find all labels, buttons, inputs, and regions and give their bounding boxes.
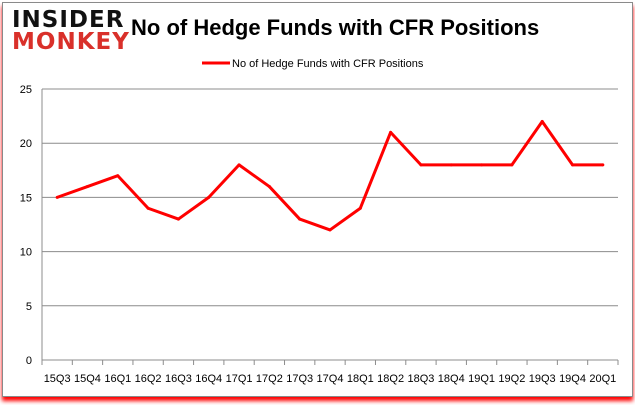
- data-point: [85, 185, 89, 189]
- data-point: [146, 206, 150, 210]
- x-tick-label: 17Q3: [286, 373, 313, 385]
- x-tick-label: 20Q1: [589, 373, 616, 385]
- data-point: [328, 228, 332, 232]
- x-tick-label: 19Q1: [468, 373, 495, 385]
- y-tick-label: 20: [20, 138, 32, 150]
- chart-frame: INSIDER MONKEY No of Hedge Funds with CFR…: [2, 2, 633, 397]
- x-tick-label: 15Q3: [44, 373, 71, 385]
- data-point: [480, 163, 484, 167]
- x-tick-label: 16Q1: [104, 373, 131, 385]
- data-point: [419, 163, 423, 167]
- x-tick-label: 17Q2: [256, 373, 283, 385]
- x-tick-label: 18Q1: [347, 373, 374, 385]
- data-point: [298, 217, 302, 221]
- y-tick-label: 10: [20, 247, 32, 259]
- data-point: [449, 163, 453, 167]
- x-tick-label: 16Q4: [195, 373, 222, 385]
- data-point: [358, 206, 362, 210]
- data-point: [176, 217, 180, 221]
- series-line: [56, 120, 603, 232]
- y-tick-label: 5: [26, 301, 32, 313]
- data-point: [601, 163, 605, 167]
- x-tick-label: 17Q4: [317, 373, 344, 385]
- x-tick-label: 19Q2: [498, 373, 525, 385]
- x-tick-label: 19Q3: [529, 373, 556, 385]
- data-point: [571, 163, 575, 167]
- x-tick-label: 19Q4: [559, 373, 586, 385]
- x-tick-label: 18Q3: [407, 373, 434, 385]
- x-tick-label: 17Q1: [226, 373, 253, 385]
- x-tick-label: 16Q2: [135, 373, 162, 385]
- x-tick-label: 18Q4: [438, 373, 465, 385]
- legend-label: No of Hedge Funds with CFR Positions: [232, 58, 424, 70]
- data-point: [207, 195, 211, 199]
- y-tick-label: 25: [20, 84, 32, 96]
- data-point: [267, 185, 271, 189]
- data-point: [510, 163, 514, 167]
- data-point: [237, 163, 241, 167]
- y-tick-label: 15: [20, 192, 32, 204]
- y-tick-label: 0: [26, 355, 32, 367]
- logo-line2: MONKEY: [12, 29, 130, 55]
- data-point: [540, 120, 544, 124]
- data-point: [116, 174, 120, 178]
- logo-line1: INSIDER: [12, 7, 125, 33]
- x-tick-label: 15Q4: [74, 373, 101, 385]
- x-tick-label: 18Q2: [377, 373, 404, 385]
- data-point: [389, 130, 393, 134]
- data-point: [55, 195, 59, 199]
- x-tick-label: 16Q3: [165, 373, 192, 385]
- chart-title: No of Hedge Funds with CFR Positions: [131, 15, 540, 40]
- insider-monkey-logo: INSIDER MONKEY: [12, 7, 130, 55]
